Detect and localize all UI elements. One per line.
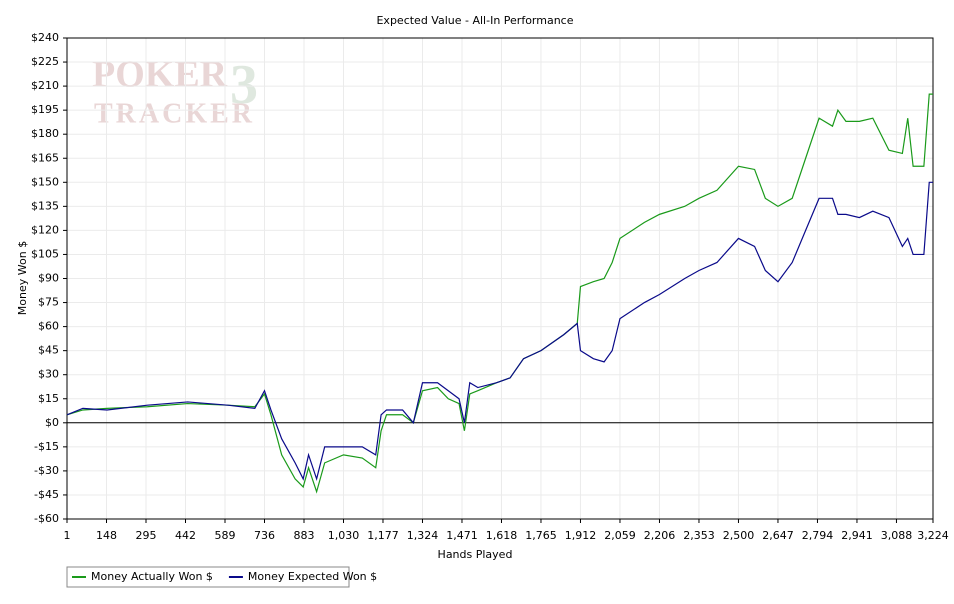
x-tick-label: 1,618 (486, 529, 518, 542)
x-tick-label: 1,471 (446, 529, 478, 542)
x-tick-label: 3,088 (881, 529, 913, 542)
y-tick-label: -$60 (34, 512, 59, 525)
chart-title: Expected Value - All-In Performance (376, 14, 573, 27)
y-tick-label: $15 (38, 392, 59, 405)
x-tick-label: 442 (175, 529, 196, 542)
plot-frame (66, 37, 934, 520)
data-line (66, 181, 933, 482)
legend-label: Money Expected Won $ (248, 570, 377, 583)
logo-text: TRACKER (94, 98, 255, 129)
x-tick-label: 2,647 (762, 529, 794, 542)
y-tick-label: $240 (31, 31, 59, 44)
x-tick-label: 1,030 (328, 529, 360, 542)
y-tick-label: -$45 (34, 488, 59, 501)
y-tick-label: -$15 (34, 440, 59, 453)
y-tick-label: $30 (38, 368, 59, 381)
x-axis-label: Hands Played (438, 548, 513, 561)
x-tick-label: 2,941 (841, 529, 873, 542)
y-tick-label: $210 (31, 79, 59, 92)
y-tick-label: $165 (31, 151, 59, 164)
y-tick-label: $90 (38, 272, 59, 285)
x-tick-label: 2,500 (723, 529, 755, 542)
y-tick-label: $45 (38, 344, 59, 357)
x-tick-label: 2,794 (802, 529, 834, 542)
x-tick-label: 589 (214, 529, 235, 542)
x-tick-label: 736 (254, 529, 275, 542)
x-tick-label: 2,353 (683, 529, 715, 542)
y-tick-label: $75 (38, 296, 59, 309)
x-tick-label: 883 (293, 529, 314, 542)
x-tick-label: 1,912 (565, 529, 597, 542)
x-tick-label: 1,177 (367, 529, 399, 542)
y-tick-label: -$30 (34, 464, 59, 477)
x-tick-label: 148 (96, 529, 117, 542)
x-tick-label: 2,059 (604, 529, 636, 542)
logo-text: POKER (92, 54, 228, 96)
x-tick-label: 3,224 (917, 529, 949, 542)
y-axis-label: Money Won $ (16, 241, 29, 315)
y-tick-label: $135 (31, 199, 59, 212)
logo-mark: 3 (230, 54, 258, 116)
x-tick-label: 1 (64, 529, 71, 542)
y-tick-label: $0 (45, 416, 59, 429)
y-tick-label: $150 (31, 175, 59, 188)
y-tick-label: $105 (31, 247, 59, 260)
x-tick-label: 1,765 (525, 529, 557, 542)
y-tick-label: $195 (31, 103, 59, 116)
x-tick-label: 1,324 (407, 529, 439, 542)
x-tick-label: 295 (135, 529, 156, 542)
legend-label: Money Actually Won $ (91, 570, 213, 583)
x-tick-label: 2,206 (644, 529, 676, 542)
y-tick-label: $225 (31, 55, 59, 68)
y-tick-label: $60 (38, 320, 59, 333)
y-tick-label: $120 (31, 223, 59, 236)
legend-box (66, 566, 350, 588)
y-tick-label: $180 (31, 127, 59, 140)
